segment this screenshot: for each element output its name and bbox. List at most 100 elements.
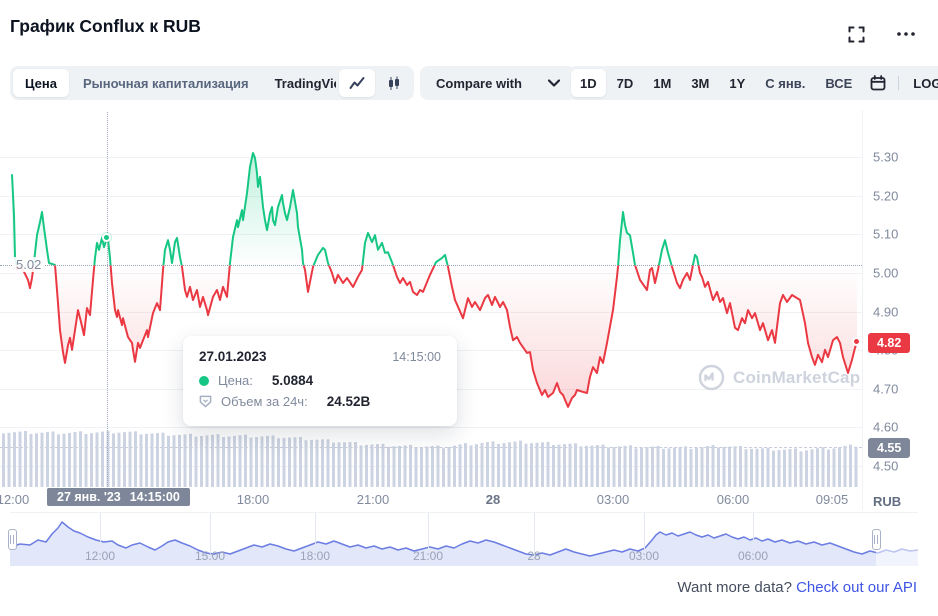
y-axis-label: 5.00	[873, 265, 899, 281]
volume-bar	[238, 435, 242, 487]
coinmarketcap-logo-icon	[698, 364, 725, 391]
more-options-icon[interactable]	[896, 24, 916, 44]
volume-shield-icon	[199, 395, 212, 408]
range-1m[interactable]: 1M	[653, 75, 672, 91]
fullscreen-icon[interactable]	[846, 24, 866, 44]
volume-bar	[640, 447, 643, 487]
log-scale-button[interactable]: LOG	[913, 75, 938, 91]
navigator-right-handle[interactable]	[871, 529, 881, 550]
volume-bar	[607, 447, 610, 487]
api-link[interactable]: Check out our API	[796, 579, 917, 596]
range-3m[interactable]: 3M	[691, 75, 710, 91]
volume-bar	[425, 446, 429, 487]
navigator-time-label: 06:00	[737, 549, 769, 563]
y-axis-label: 4.90	[873, 304, 899, 320]
volume-bar	[480, 443, 484, 487]
volume-bar	[370, 444, 374, 487]
volume-bar	[766, 447, 770, 487]
volume-bar	[541, 442, 544, 487]
volume-bar	[574, 443, 577, 487]
volume-bar	[568, 443, 572, 487]
volume-bar	[722, 446, 726, 487]
volume-bar	[783, 449, 786, 487]
navigator-left-handle[interactable]	[7, 529, 17, 550]
line-chart-icon[interactable]	[339, 69, 375, 97]
range-ytd[interactable]: С янв.	[765, 75, 806, 91]
range-1y[interactable]: 1Y	[729, 75, 746, 91]
volume-bar	[678, 447, 682, 487]
volume-bar	[255, 437, 258, 487]
calendar-icon[interactable]	[863, 69, 893, 97]
volume-bar	[156, 433, 159, 487]
volume-bar	[326, 439, 330, 487]
volume-bar	[579, 446, 583, 487]
volume-bar	[73, 432, 77, 487]
volume-bar	[667, 448, 671, 487]
volume-bar	[84, 434, 88, 487]
range-1d[interactable]: 1D	[571, 69, 606, 97]
gridline	[0, 311, 862, 313]
volume-bar	[315, 439, 319, 487]
tooltip-price-value: 5.0884	[271, 373, 314, 388]
volume-bar	[453, 445, 456, 487]
volume-bar	[447, 446, 451, 487]
volume-bar	[359, 445, 363, 487]
volume-bar	[854, 446, 858, 487]
tooltip-price-label: Цена:	[218, 373, 253, 388]
gridline	[0, 157, 862, 159]
volume-bar	[755, 448, 759, 487]
volume-bar	[458, 444, 462, 487]
y-axis-label: 5.20	[873, 188, 899, 204]
volume-bar	[117, 432, 121, 487]
volume-bar	[700, 447, 704, 487]
view-tabs: Цена Рыночная капитализация TradingView	[10, 66, 366, 100]
candlestick-chart-icon[interactable]	[377, 69, 411, 97]
plot-area[interactable]: 5.02 CoinMarketCap 27.01.2023 14:15:00 Ц…	[0, 110, 862, 487]
tab-market-cap[interactable]: Рыночная капитализация	[82, 75, 249, 91]
tooltip-time: 14:15:00	[392, 350, 441, 364]
range-navigator[interactable]: 12:00 15:00 18:00 21:00 28 03:00 06:00	[7, 512, 918, 566]
tab-price[interactable]: Цена	[13, 69, 69, 97]
crosshair-badge-date: 27 янв. '23	[57, 490, 121, 504]
volume-bar	[585, 445, 588, 487]
range-7d[interactable]: 7D	[616, 75, 634, 91]
volume-bar	[205, 435, 209, 487]
volume-bar	[183, 434, 187, 487]
volume-bar	[832, 448, 836, 487]
y-axis-label: 4.70	[873, 381, 899, 397]
volume-bar	[398, 445, 401, 487]
volume-bar	[843, 445, 847, 487]
navigator-unselected-region	[876, 513, 918, 566]
navigator-gridline	[428, 513, 429, 566]
volume-bar	[651, 446, 654, 487]
volume-bar	[90, 433, 93, 487]
volume-bar	[304, 440, 308, 487]
volume-bar	[227, 436, 231, 487]
volume-bar	[788, 449, 792, 487]
tab-tradingview[interactable]: TradingView	[274, 75, 351, 91]
volume-bar	[321, 439, 324, 487]
price-line-down-segment	[15, 265, 858, 408]
volume-bar	[513, 441, 517, 487]
gridline	[0, 234, 862, 236]
volume-bar	[266, 435, 269, 487]
volume-marker-badge: 4.55	[868, 437, 911, 458]
navigator-time-label: 03:00	[628, 549, 660, 563]
volume-bar	[222, 437, 225, 487]
range-selector: 1D 7D 1M 3M 1Y С янв. ВСЕ LOG	[568, 66, 938, 100]
tooltip-volume-label: Объем за 24ч:	[221, 394, 308, 409]
x-axis-label: 28	[485, 492, 501, 507]
volume-bar	[728, 446, 731, 487]
volume-bar	[200, 436, 203, 487]
navigator-gridline	[644, 513, 645, 566]
volume-bar	[161, 432, 165, 487]
compare-with-dropdown[interactable]: Compare with	[420, 66, 576, 100]
tooltip-volume-value: 24.52B	[326, 394, 371, 409]
chart-type-toggle	[336, 66, 414, 100]
volume-bar	[838, 447, 841, 487]
volume-bar	[618, 446, 621, 487]
volume-bar	[475, 444, 478, 487]
range-all[interactable]: ВСЕ	[825, 75, 853, 91]
volume-bar	[420, 447, 423, 487]
volume-bar	[310, 439, 313, 487]
